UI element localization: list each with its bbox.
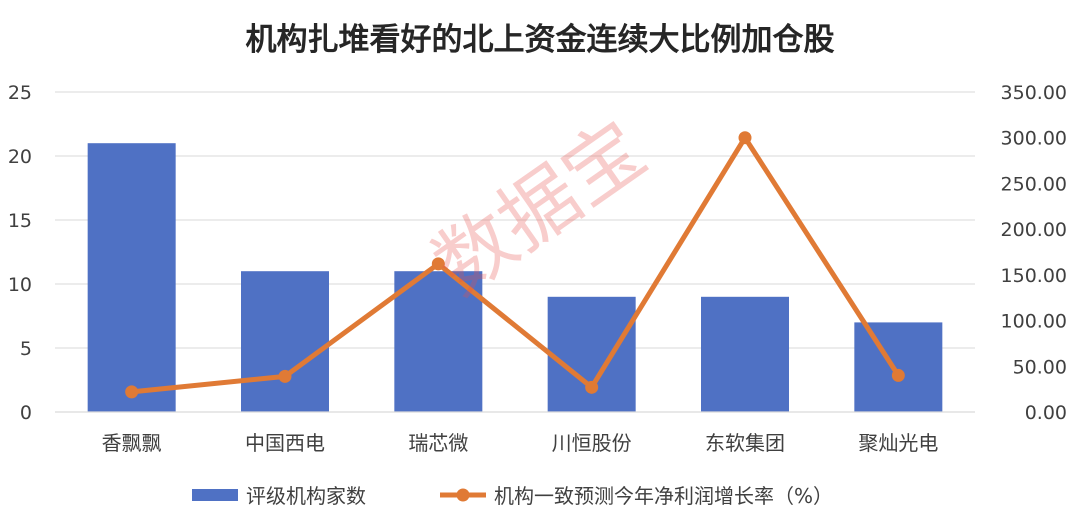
legend-line-marker bbox=[456, 488, 470, 502]
chart-title: 机构扎堆看好的北上资金连续大比例加仓股 bbox=[246, 22, 835, 58]
bar bbox=[701, 296, 789, 412]
line-point bbox=[278, 369, 292, 383]
category-label: 香飘飘 bbox=[102, 431, 162, 455]
legend: 评级机构家数 机构一致预测今年净利润增长率（%） bbox=[192, 484, 833, 508]
left-tick-label: 5 bbox=[20, 338, 32, 360]
line-point bbox=[585, 380, 599, 394]
bar bbox=[854, 322, 943, 412]
line-series bbox=[125, 131, 905, 399]
line-point bbox=[891, 368, 905, 382]
bar bbox=[241, 271, 329, 412]
watermark: 数据宝 bbox=[418, 105, 661, 313]
right-tick-label: 300.00 bbox=[1001, 128, 1067, 150]
legend-line-label: 机构一致预测今年净利润增长率（%） bbox=[494, 484, 833, 508]
right-tick-label: 0.00 bbox=[1025, 402, 1067, 424]
legend-bar-label: 评级机构家数 bbox=[246, 484, 366, 508]
bar-series bbox=[87, 143, 943, 412]
right-tick-label: 100.00 bbox=[1001, 311, 1067, 333]
legend-bar-swatch bbox=[192, 489, 238, 501]
category-label: 瑞芯微 bbox=[408, 431, 468, 455]
category-axis: 香飘飘 中国西电 瑞芯微 川恒股份 东软集团 聚灿光电 bbox=[55, 411, 975, 455]
line-point bbox=[125, 385, 139, 399]
right-tick-label: 350.00 bbox=[1001, 82, 1067, 104]
right-tick-label: 150.00 bbox=[1001, 265, 1067, 287]
bar bbox=[547, 296, 636, 412]
category-label: 中国西电 bbox=[245, 431, 325, 455]
watermark-text: 数据宝 bbox=[418, 105, 661, 313]
left-tick-label: 10 bbox=[8, 274, 32, 296]
category-label: 东软集团 bbox=[705, 431, 785, 455]
category-label: 聚灿光电 bbox=[858, 431, 938, 455]
right-tick-label: 250.00 bbox=[1001, 173, 1067, 195]
bar bbox=[87, 143, 176, 412]
left-tick-label: 0 bbox=[20, 402, 32, 424]
bar bbox=[394, 271, 483, 412]
category-label: 川恒股份 bbox=[552, 431, 632, 455]
right-tick-label: 50.00 bbox=[1013, 356, 1067, 378]
right-tick-label: 200.00 bbox=[1001, 219, 1067, 241]
left-tick-label: 20 bbox=[8, 146, 32, 168]
series-line bbox=[129, 135, 901, 395]
left-tick-label: 25 bbox=[8, 82, 32, 104]
left-axis: 0 5 10 15 20 25 bbox=[8, 82, 32, 424]
line-point bbox=[431, 257, 445, 271]
right-axis: 0.00 50.00 100.00 150.00 200.00 250.00 300.00 3… bbox=[1001, 82, 1067, 424]
left-tick-label: 15 bbox=[8, 210, 32, 232]
line-point bbox=[738, 131, 752, 145]
